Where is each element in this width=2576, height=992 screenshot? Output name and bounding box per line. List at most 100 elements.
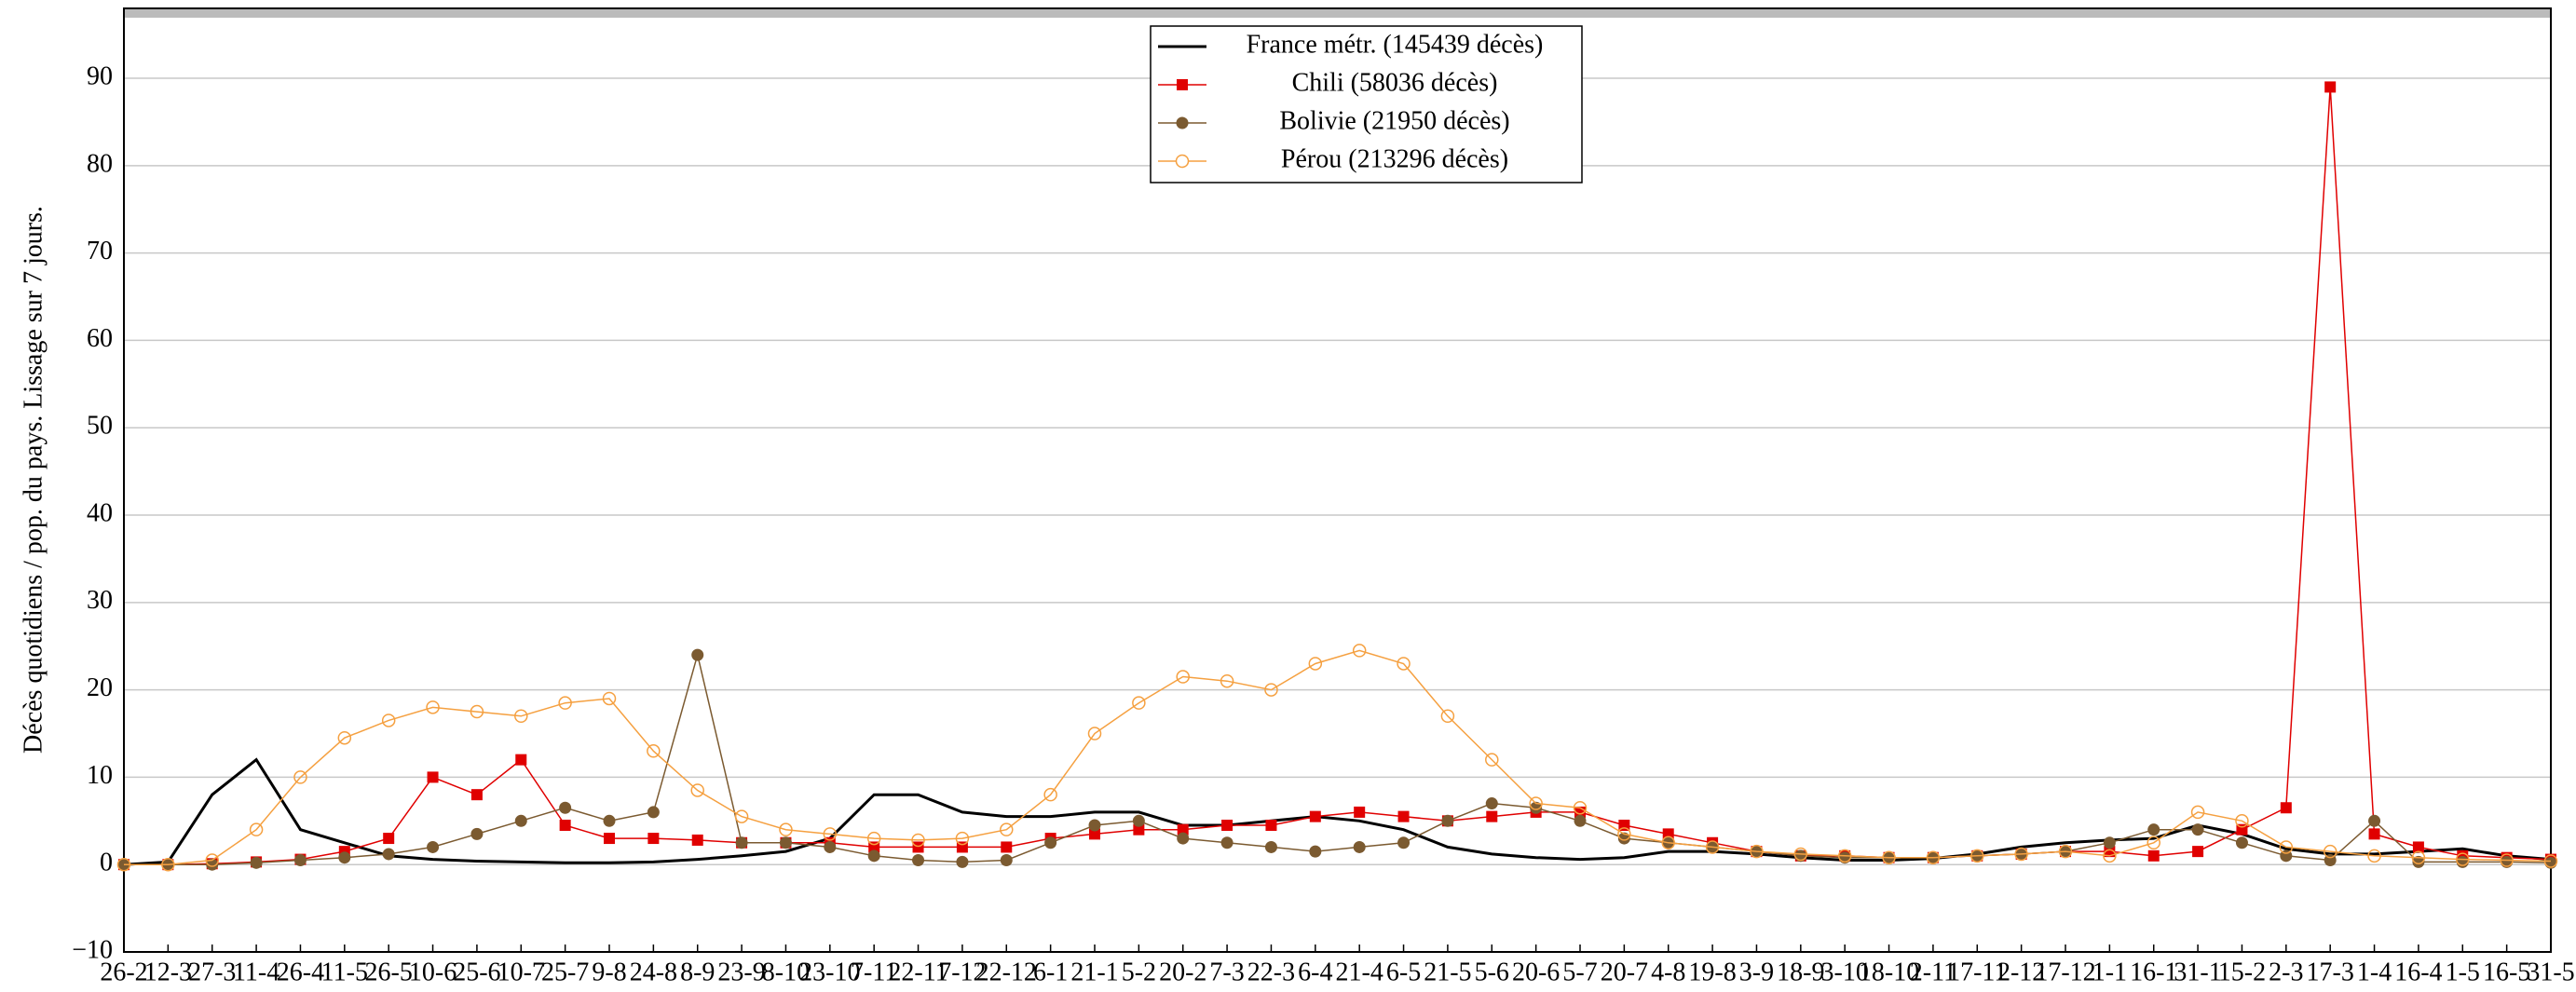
series-line xyxy=(123,757,2552,866)
x-tick-label: 11-5 xyxy=(321,958,368,986)
marker xyxy=(383,833,395,845)
marker xyxy=(2014,847,2028,862)
x-tick-label: 5-7 xyxy=(1562,958,1597,986)
series-line xyxy=(124,649,2552,865)
x-tick-label: 27-3 xyxy=(188,958,236,986)
x-tick-label: 1-1 xyxy=(2092,958,2127,986)
marker xyxy=(293,854,307,867)
y-tick-label: 90 xyxy=(87,61,113,90)
x-tick-label: 20-6 xyxy=(1512,958,1560,986)
marker xyxy=(1440,709,1455,723)
marker xyxy=(690,783,704,797)
x-tick-label: 6-5 xyxy=(1386,958,1421,986)
x-tick-label: 16-5 xyxy=(2483,958,2530,986)
marker xyxy=(824,840,837,853)
x-tick-label: 16-1 xyxy=(2130,958,2177,986)
marker xyxy=(2411,850,2426,864)
legend-label: Chili (58036 décès) xyxy=(1292,68,1498,97)
x-tick-label: 18-10 xyxy=(1859,958,1919,986)
marker xyxy=(1087,727,1102,741)
marker xyxy=(338,851,351,864)
x-tick-label: 1-4 xyxy=(2357,958,2392,986)
marker xyxy=(2368,828,2380,840)
x-tick-label: 3-10 xyxy=(1821,958,1869,986)
y-tick-label: 40 xyxy=(87,498,113,527)
marker xyxy=(647,744,661,758)
x-tick-label: 4-8 xyxy=(1651,958,1685,986)
y-axis-label: Décès quotidiens / pop. du pays. Lissage… xyxy=(19,206,48,754)
marker xyxy=(2500,853,2514,867)
y-tick-label: 70 xyxy=(87,237,113,265)
x-tick-label: 22-3 xyxy=(1247,958,1295,986)
x-tick-label: 5-6 xyxy=(1475,958,1509,986)
legend-label: Pérou (213296 décès) xyxy=(1281,144,1508,173)
x-tick-label: 21-5 xyxy=(1424,958,1471,986)
x-tick-label: 17-11 xyxy=(1947,958,2007,986)
series-line xyxy=(124,654,2552,865)
marker xyxy=(1220,673,1234,688)
marker xyxy=(381,713,396,727)
x-tick-label: 18-9 xyxy=(1777,958,1824,986)
x-tick-label: 5-2 xyxy=(1122,958,1156,986)
marker xyxy=(470,704,484,719)
marker xyxy=(779,836,792,849)
marker xyxy=(382,848,395,861)
marker xyxy=(1970,849,1984,863)
marker xyxy=(206,858,219,871)
marker xyxy=(1220,836,1233,849)
marker xyxy=(1573,800,1588,815)
x-tick-label: 20-7 xyxy=(1601,958,1648,986)
marker xyxy=(293,770,307,784)
y-tick-label: 80 xyxy=(87,149,113,178)
x-tick-label: 22-11 xyxy=(888,958,947,986)
marker xyxy=(1044,836,1057,849)
legend-box xyxy=(1150,25,1583,183)
legend-marker xyxy=(1177,79,1188,90)
marker xyxy=(1485,797,1498,810)
marker xyxy=(604,833,615,845)
marker xyxy=(1308,657,1323,671)
marker xyxy=(867,849,880,863)
marker xyxy=(514,814,527,827)
x-tick-label: 17-3 xyxy=(2307,958,2354,986)
x-tick-label: 11-4 xyxy=(233,958,279,986)
marker xyxy=(602,691,617,706)
marker xyxy=(912,841,924,853)
y-tick-label: 50 xyxy=(87,412,113,441)
marker xyxy=(1397,810,1410,822)
marker xyxy=(2235,814,2249,828)
x-tick-label: 26-4 xyxy=(277,958,324,986)
marker xyxy=(2456,855,2469,868)
x-tick-label: 8-9 xyxy=(680,958,715,986)
x-tick-label: 12-3 xyxy=(144,958,192,986)
x-tick-label: 21-1 xyxy=(1070,958,1118,986)
marker xyxy=(515,754,527,766)
marker xyxy=(1882,850,1896,864)
marker xyxy=(1089,828,1100,840)
x-tick-label: 25-7 xyxy=(541,958,589,986)
marker xyxy=(735,836,748,849)
x-tick-label: 7-11 xyxy=(851,958,897,986)
x-tick-label: 22-12 xyxy=(976,958,1037,986)
y-tick-label: −10 xyxy=(72,935,113,964)
x-tick-label: 2-11 xyxy=(1910,958,1956,986)
marker xyxy=(2103,849,2117,863)
marker xyxy=(2323,844,2337,859)
x-tick-label: 25-6 xyxy=(453,958,500,986)
x-tick-label: 8-10 xyxy=(762,958,810,986)
marker xyxy=(1133,823,1145,836)
x-tick-label: 6-4 xyxy=(1298,958,1332,986)
marker xyxy=(866,831,881,846)
marker xyxy=(514,709,528,723)
series-line xyxy=(124,87,2552,865)
marker xyxy=(1221,819,1233,831)
x-tick-label: 9-8 xyxy=(592,958,626,986)
marker xyxy=(2058,844,2073,859)
series xyxy=(117,648,2557,871)
y-tick-label: 60 xyxy=(87,324,113,353)
x-tick-label: 23-9 xyxy=(717,958,765,986)
marker xyxy=(2456,852,2470,866)
marker xyxy=(691,648,704,661)
marker xyxy=(2192,846,2204,858)
